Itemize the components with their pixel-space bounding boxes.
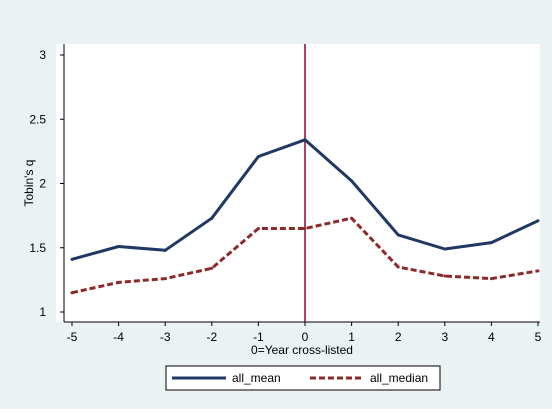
point-all-mean xyxy=(163,248,167,252)
point-all-mean xyxy=(256,155,260,159)
point-all-median xyxy=(443,274,447,278)
y-axis-label: Tobin's q xyxy=(22,160,36,207)
y-tick-label: 3 xyxy=(39,48,46,62)
x-tick-label: 3 xyxy=(441,330,448,344)
y-tick-label: 2.5 xyxy=(29,112,46,126)
y-tick-label: 2 xyxy=(39,177,46,191)
y-tick-label: 1 xyxy=(39,305,46,319)
point-all-median xyxy=(303,226,307,230)
point-all-mean xyxy=(210,216,214,220)
point-all-median xyxy=(536,269,540,273)
legend-label-all-median: all_median xyxy=(370,371,428,385)
point-all-mean xyxy=(350,179,354,183)
legend: all_mean all_median xyxy=(165,365,441,391)
point-all-mean xyxy=(303,138,307,142)
point-all-median xyxy=(70,291,74,295)
x-tick-label: -4 xyxy=(113,330,124,344)
x-tick-label: 4 xyxy=(488,330,495,344)
x-tick-label: -2 xyxy=(206,330,217,344)
point-all-mean xyxy=(70,257,74,261)
point-all-mean xyxy=(536,219,540,223)
point-all-mean xyxy=(117,244,121,248)
point-all-mean xyxy=(489,241,493,245)
x-tick-label: -3 xyxy=(160,330,171,344)
point-all-median xyxy=(396,265,400,269)
x-ticks: -5 -4 -3 -2 -1 0 1 2 3 4 5 xyxy=(67,322,542,344)
series-layer xyxy=(70,44,540,322)
y-ticks: 1 1.5 2 2.5 3 xyxy=(29,48,64,319)
point-all-mean xyxy=(443,247,447,251)
x-axis-label: 0=Year cross-listed xyxy=(251,343,353,357)
point-all-median xyxy=(210,266,214,270)
x-tick-label: 0 xyxy=(302,330,309,344)
point-all-median xyxy=(489,277,493,281)
x-tick-label: 2 xyxy=(395,330,402,344)
y-tick-label: 1.5 xyxy=(29,241,46,255)
x-tick-label: 5 xyxy=(535,330,542,344)
point-all-median xyxy=(256,226,260,230)
x-tick-label: -1 xyxy=(253,330,264,344)
point-all-mean xyxy=(396,233,400,237)
point-all-median xyxy=(350,216,354,220)
x-tick-label: -5 xyxy=(67,330,78,344)
series-line-all-median xyxy=(71,216,539,295)
x-tick-label: 1 xyxy=(348,330,355,344)
legend-label-all-mean: all_mean xyxy=(232,371,281,385)
point-all-median xyxy=(117,280,121,284)
point-all-median xyxy=(163,277,167,281)
